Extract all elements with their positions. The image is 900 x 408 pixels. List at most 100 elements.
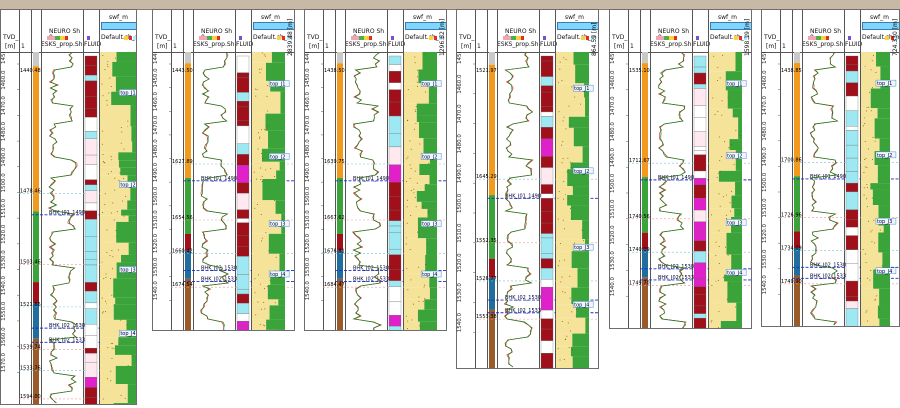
fluid-interval bbox=[236, 209, 250, 219]
formation-top-box[interactable] bbox=[875, 267, 897, 275]
sand-interval bbox=[556, 52, 574, 65]
sand-interval bbox=[100, 262, 117, 279]
formation-top-box[interactable] bbox=[725, 269, 747, 276]
shale-interval bbox=[115, 297, 136, 305]
esks-header: ESKS_prop.Sh bbox=[650, 41, 692, 48]
log-tracks[interactable]: 1440.0 1450.0 1460.0 1470.0 1480.0 1490.0 1500… bbox=[305, 52, 447, 331]
sand-interval bbox=[100, 403, 114, 404]
sand-dot bbox=[422, 206, 424, 208]
formation-top-box[interactable] bbox=[572, 243, 594, 251]
well-panel[interactable]: TVD_ [m] NEURO Sh ESKS_prop.Sh FLUID swf_m Def… bbox=[456, 9, 599, 369]
formation-top-box[interactable] bbox=[420, 153, 442, 160]
formation-top-box[interactable] bbox=[268, 270, 290, 278]
sand-dot bbox=[111, 347, 113, 349]
depth-tick-label: 1480.0 bbox=[610, 122, 616, 142]
sand-dot bbox=[718, 230, 720, 232]
sand-interval bbox=[404, 287, 430, 300]
well-panel[interactable]: TVD_ [m] NEURO Sh ESKS_prop.Sh FLUID swf_m Def… bbox=[609, 9, 752, 329]
log-tracks[interactable]: 1450.0 1460.0 1470.0 1480.0 1490.0 1500.0 1510… bbox=[457, 52, 599, 369]
shale-interval bbox=[118, 160, 136, 168]
log-tracks[interactable]: 1450.0 1460.0 1470.0 1480.0 1490.0 1500.0 1510… bbox=[762, 52, 900, 327]
well-panel[interactable]: TVD_ [m] NEURO Sh ESKS_prop.Sh FLUID swf_m Def… bbox=[304, 9, 447, 331]
formation-top-box[interactable] bbox=[875, 151, 897, 159]
depth-tick-label: 1540.0 bbox=[305, 281, 311, 301]
fluid-interval bbox=[540, 156, 554, 168]
sand-interval bbox=[861, 165, 878, 184]
shale-interval bbox=[573, 52, 589, 65]
sand-dot bbox=[405, 243, 407, 245]
sand-dot bbox=[575, 315, 577, 317]
sand-dot bbox=[102, 95, 104, 97]
legend-swatch bbox=[55, 36, 60, 40]
sand-interval bbox=[404, 122, 419, 139]
formation-top-box[interactable] bbox=[268, 80, 290, 87]
fluid-interval bbox=[846, 326, 858, 327]
formation-top-box[interactable] bbox=[268, 220, 290, 227]
fluid-interval bbox=[540, 55, 554, 62]
depth-tick-label: 1550.0 bbox=[1, 301, 7, 321]
default-header: Default.sh_m bbox=[101, 34, 137, 41]
formation-top-box[interactable] bbox=[119, 89, 137, 96]
legend-swatch bbox=[894, 36, 898, 40]
log-tracks[interactable]: 1450.0 1460.0 1470.0 1480.0 1490.0 1500.0 1510… bbox=[610, 52, 752, 329]
sand-dot bbox=[264, 308, 266, 310]
sand-dot bbox=[864, 140, 866, 142]
bhk-marker-label: BHK_J02_1533 bbox=[201, 277, 237, 283]
sand-dot bbox=[878, 308, 880, 310]
well-panel[interactable]: TVD_ [m] NEURO Sh ESKS_prop.Sh FLUID swf_m Def… bbox=[0, 9, 137, 405]
formation-zone bbox=[489, 277, 495, 310]
sand-dot bbox=[424, 298, 426, 300]
fluid-interval bbox=[540, 222, 554, 234]
formation-zone bbox=[33, 66, 39, 212]
well-panel[interactable]: TVD_ [m] NEURO Sh ESKS_prop.Sh FLUID swf_m Def… bbox=[152, 9, 295, 331]
formation-top-box[interactable] bbox=[268, 153, 290, 160]
depth-tick-label: 1470.0 bbox=[610, 96, 616, 116]
sand-interval bbox=[100, 209, 122, 216]
formation-top-box[interactable] bbox=[875, 217, 897, 225]
sand-interval bbox=[556, 205, 571, 221]
formation-top-box[interactable] bbox=[119, 266, 137, 273]
formation-top-box[interactable] bbox=[420, 220, 442, 227]
shale-interval bbox=[429, 156, 437, 164]
formation-top-box[interactable] bbox=[572, 84, 594, 92]
depth-tick-label: 1480.0 bbox=[305, 139, 311, 159]
log-tracks[interactable]: 1440.0 1450.0 1460.0 1470.0 1480.0 1490.0 1500… bbox=[153, 52, 295, 331]
fluid-interval bbox=[540, 268, 554, 280]
formation-top-box[interactable] bbox=[572, 167, 594, 175]
depth-tick-label: 1450.0 bbox=[153, 68, 159, 88]
formation-top-box[interactable] bbox=[119, 330, 137, 337]
well-panel[interactable]: TVD_ [m] NEURO Sh ESKS_prop.Sh FLUID swf_m Def… bbox=[761, 9, 900, 327]
formation-top-box[interactable] bbox=[725, 80, 747, 87]
formation-top-box[interactable] bbox=[725, 219, 747, 226]
sand-interval bbox=[556, 333, 573, 347]
formation-top-box[interactable] bbox=[572, 301, 594, 308]
sand-dot bbox=[406, 222, 408, 224]
sand-dot bbox=[729, 210, 731, 212]
sand-dot bbox=[874, 299, 876, 301]
formation-top-label: top_J1 bbox=[270, 82, 285, 88]
sand-interval bbox=[100, 160, 119, 168]
bhk-marker-label: BHK_J02_1533 bbox=[810, 273, 846, 279]
fluid-interval bbox=[236, 325, 250, 330]
shale-interval bbox=[418, 122, 437, 139]
sand-dot bbox=[112, 202, 114, 204]
formation-top-box[interactable] bbox=[725, 152, 747, 159]
formation-top-box[interactable] bbox=[875, 79, 897, 87]
formation-top-box[interactable] bbox=[119, 181, 137, 188]
track-separator bbox=[780, 10, 781, 326]
sand-dot bbox=[409, 249, 411, 251]
log-tracks[interactable]: 1450.0 1460.0 1470.0 1480.0 1490.0 1500.0 1510… bbox=[1, 52, 137, 405]
legend-swatch bbox=[808, 36, 816, 40]
fluid-interval bbox=[84, 65, 98, 76]
bhk-marker-label: BHK_J02_1533 bbox=[658, 275, 694, 281]
sand-interval bbox=[709, 170, 719, 182]
sand-dot bbox=[414, 109, 416, 111]
sand-dot bbox=[120, 142, 122, 144]
depth-tick-label: 1520.0 bbox=[762, 223, 768, 243]
sand-dot bbox=[106, 104, 108, 106]
sand-dot bbox=[563, 359, 565, 361]
sand-dot bbox=[111, 294, 113, 296]
formation-top-box[interactable] bbox=[420, 270, 442, 278]
formation-top-box[interactable] bbox=[420, 80, 442, 87]
sand-dot bbox=[712, 97, 714, 99]
